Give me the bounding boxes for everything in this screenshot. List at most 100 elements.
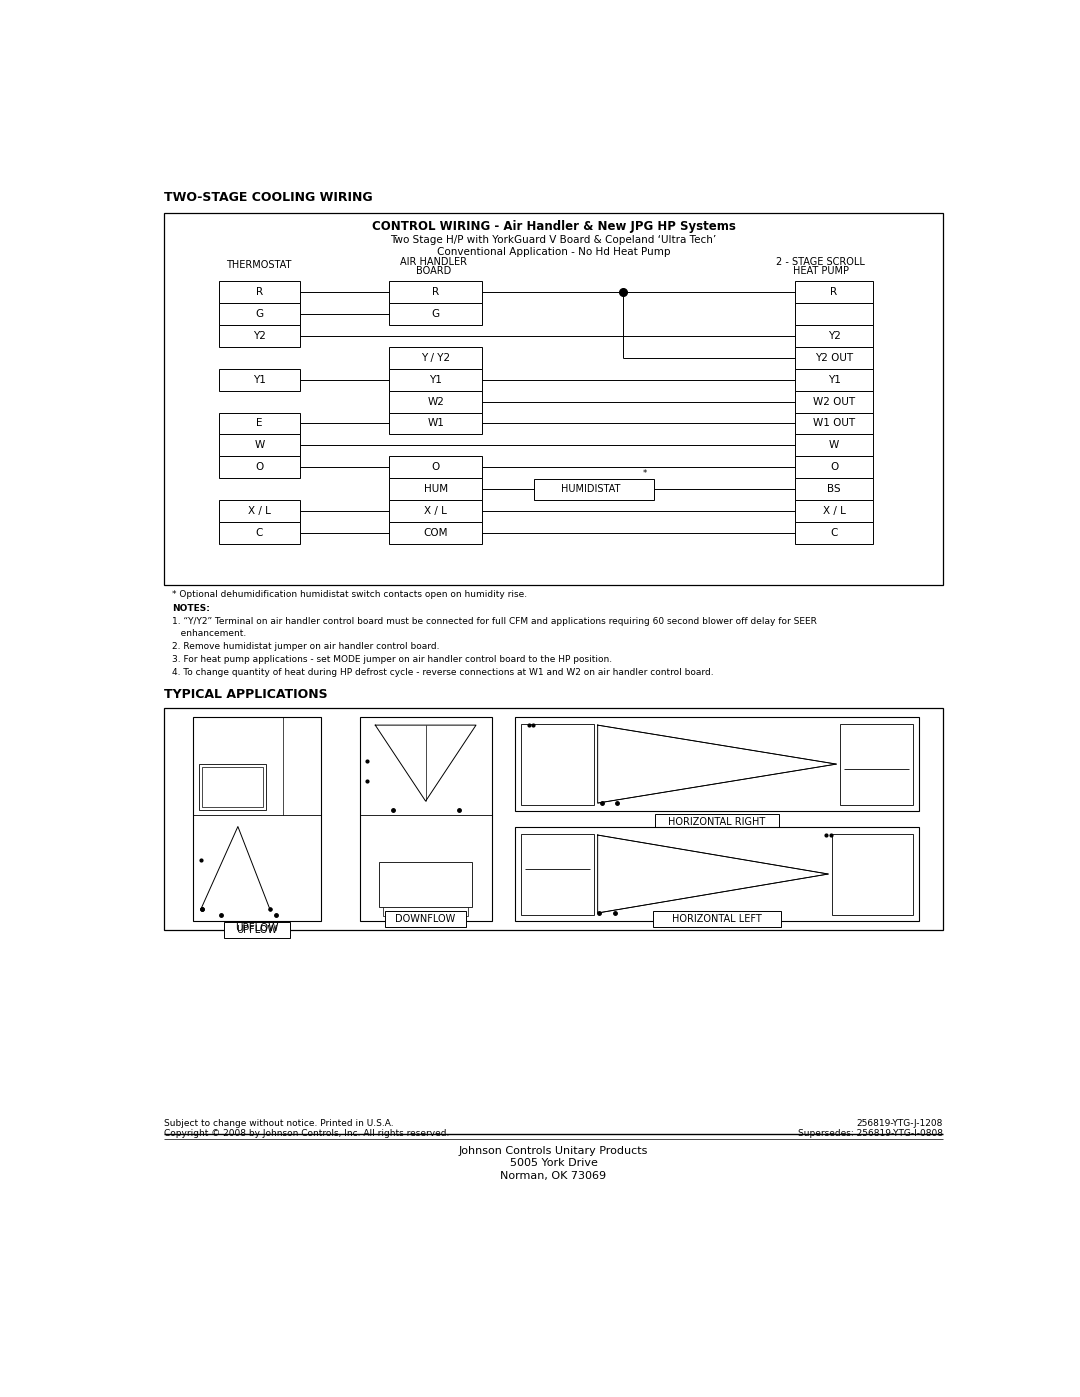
- Bar: [218, 369, 300, 391]
- Bar: [389, 391, 482, 412]
- Text: *: *: [643, 468, 647, 478]
- Bar: [218, 434, 300, 457]
- Text: O: O: [432, 462, 440, 472]
- Text: Johnson Controls Unitary Products: Johnson Controls Unitary Products: [459, 1146, 648, 1155]
- Text: Norman, OK 73069: Norman, OK 73069: [500, 1171, 607, 1180]
- Bar: [218, 281, 300, 303]
- Text: O: O: [829, 462, 838, 472]
- Bar: [164, 214, 943, 585]
- Text: UPFLOW: UPFLOW: [237, 925, 278, 935]
- Bar: [200, 764, 266, 810]
- Bar: [515, 827, 919, 921]
- Text: W1: W1: [428, 419, 444, 429]
- Text: BS: BS: [827, 485, 841, 495]
- Bar: [795, 457, 873, 478]
- Bar: [389, 303, 482, 324]
- Text: TWO-STAGE COOLING WIRING: TWO-STAGE COOLING WIRING: [164, 191, 373, 204]
- Bar: [521, 724, 594, 805]
- Text: 4. To change quantity of heat during HP defrost cycle - reverse connections at W: 4. To change quantity of heat during HP …: [172, 668, 714, 678]
- Text: AIR HANDLER: AIR HANDLER: [400, 257, 467, 267]
- Bar: [218, 500, 300, 522]
- Text: R: R: [831, 286, 838, 296]
- Text: C: C: [831, 528, 838, 538]
- Text: 3. For heat pump applications - set MODE jumper on air handler control board to : 3. For heat pump applications - set MODE…: [172, 655, 612, 664]
- Text: * Optional dehumidification humidistat switch contacts open on humidity rise.: * Optional dehumidification humidistat s…: [172, 591, 527, 599]
- Text: G: G: [432, 309, 440, 319]
- Bar: [389, 346, 482, 369]
- Bar: [218, 522, 300, 545]
- Text: DOWNFLOW: DOWNFLOW: [395, 914, 456, 925]
- Text: 2. Remove humidistat jumper on air handler control board.: 2. Remove humidistat jumper on air handl…: [172, 643, 440, 651]
- Bar: [795, 324, 873, 346]
- Bar: [218, 412, 300, 434]
- Bar: [795, 303, 873, 324]
- Bar: [383, 907, 469, 916]
- Text: Copyright © 2008 by Johnson Controls, Inc. All rights reserved.: Copyright © 2008 by Johnson Controls, In…: [164, 1130, 450, 1139]
- Text: Y2: Y2: [253, 331, 266, 341]
- Text: Y1: Y1: [253, 374, 266, 384]
- Text: X / L: X / L: [248, 506, 271, 517]
- Bar: [389, 522, 482, 545]
- Text: W: W: [254, 440, 265, 450]
- Bar: [164, 708, 943, 930]
- Bar: [389, 412, 482, 434]
- Bar: [833, 834, 913, 915]
- Bar: [515, 718, 919, 810]
- Text: BOARD: BOARD: [416, 265, 451, 275]
- Bar: [202, 767, 262, 807]
- Bar: [193, 718, 321, 921]
- Text: Conventional Application - No Hd Heat Pump: Conventional Application - No Hd Heat Pu…: [436, 246, 671, 257]
- Text: X / L: X / L: [823, 506, 846, 517]
- Bar: [389, 281, 482, 303]
- Text: HEAT PUMP: HEAT PUMP: [793, 265, 849, 275]
- Bar: [795, 391, 873, 412]
- Bar: [218, 324, 300, 346]
- Text: C: C: [256, 528, 264, 538]
- Text: Y / Y2: Y / Y2: [421, 352, 450, 363]
- Text: W: W: [829, 440, 839, 450]
- Bar: [218, 457, 300, 478]
- Bar: [360, 718, 491, 921]
- Text: 1. “Y/Y2” Terminal on air handler control board must be connected for full CFM a: 1. “Y/Y2” Terminal on air handler contro…: [172, 617, 818, 626]
- Text: W1 OUT: W1 OUT: [813, 419, 855, 429]
- Text: HUM: HUM: [423, 485, 448, 495]
- Text: Supersedes: 256819-YTG-I-0808: Supersedes: 256819-YTG-I-0808: [797, 1130, 943, 1139]
- Bar: [840, 724, 913, 805]
- Text: 5005 York Drive: 5005 York Drive: [510, 1158, 597, 1168]
- Bar: [389, 369, 482, 391]
- Bar: [795, 346, 873, 369]
- Text: COM: COM: [423, 528, 448, 538]
- Text: HUMIDISTAT: HUMIDISTAT: [561, 485, 620, 495]
- Text: TYPICAL APPLICATIONS: TYPICAL APPLICATIONS: [164, 687, 328, 701]
- Bar: [225, 922, 291, 937]
- Text: HORIZONTAL LEFT: HORIZONTAL LEFT: [672, 914, 761, 925]
- Text: G: G: [255, 309, 264, 319]
- Text: W2: W2: [428, 397, 444, 407]
- Text: R: R: [256, 286, 262, 296]
- Text: W2 OUT: W2 OUT: [813, 397, 855, 407]
- Bar: [795, 522, 873, 545]
- Bar: [535, 479, 654, 500]
- Text: O: O: [255, 462, 264, 472]
- Text: Y2: Y2: [827, 331, 840, 341]
- Text: Y1: Y1: [429, 374, 442, 384]
- Bar: [656, 814, 779, 830]
- Bar: [389, 478, 482, 500]
- Text: R: R: [432, 286, 440, 296]
- Bar: [795, 500, 873, 522]
- Text: CONTROL WIRING - Air Handler & New JPG HP Systems: CONTROL WIRING - Air Handler & New JPG H…: [372, 221, 735, 233]
- Bar: [218, 303, 300, 324]
- Text: UPFLOW: UPFLOW: [235, 922, 279, 933]
- Bar: [653, 911, 781, 926]
- Text: Y2 OUT: Y2 OUT: [815, 352, 853, 363]
- Text: 256819-YTG-J-1208: 256819-YTG-J-1208: [856, 1119, 943, 1127]
- Bar: [379, 862, 472, 907]
- Text: Y1: Y1: [827, 374, 840, 384]
- Text: THERMOSTAT: THERMOSTAT: [227, 260, 292, 271]
- Text: Two Stage H/P with YorkGuard V Board & Copeland ‘Ultra Tech’: Two Stage H/P with YorkGuard V Board & C…: [390, 235, 717, 244]
- Bar: [795, 434, 873, 457]
- Text: Subject to change without notice. Printed in U.S.A.: Subject to change without notice. Printe…: [164, 1119, 394, 1127]
- Text: HORIZONTAL RIGHT: HORIZONTAL RIGHT: [669, 817, 766, 827]
- Bar: [795, 281, 873, 303]
- Text: X / L: X / L: [424, 506, 447, 517]
